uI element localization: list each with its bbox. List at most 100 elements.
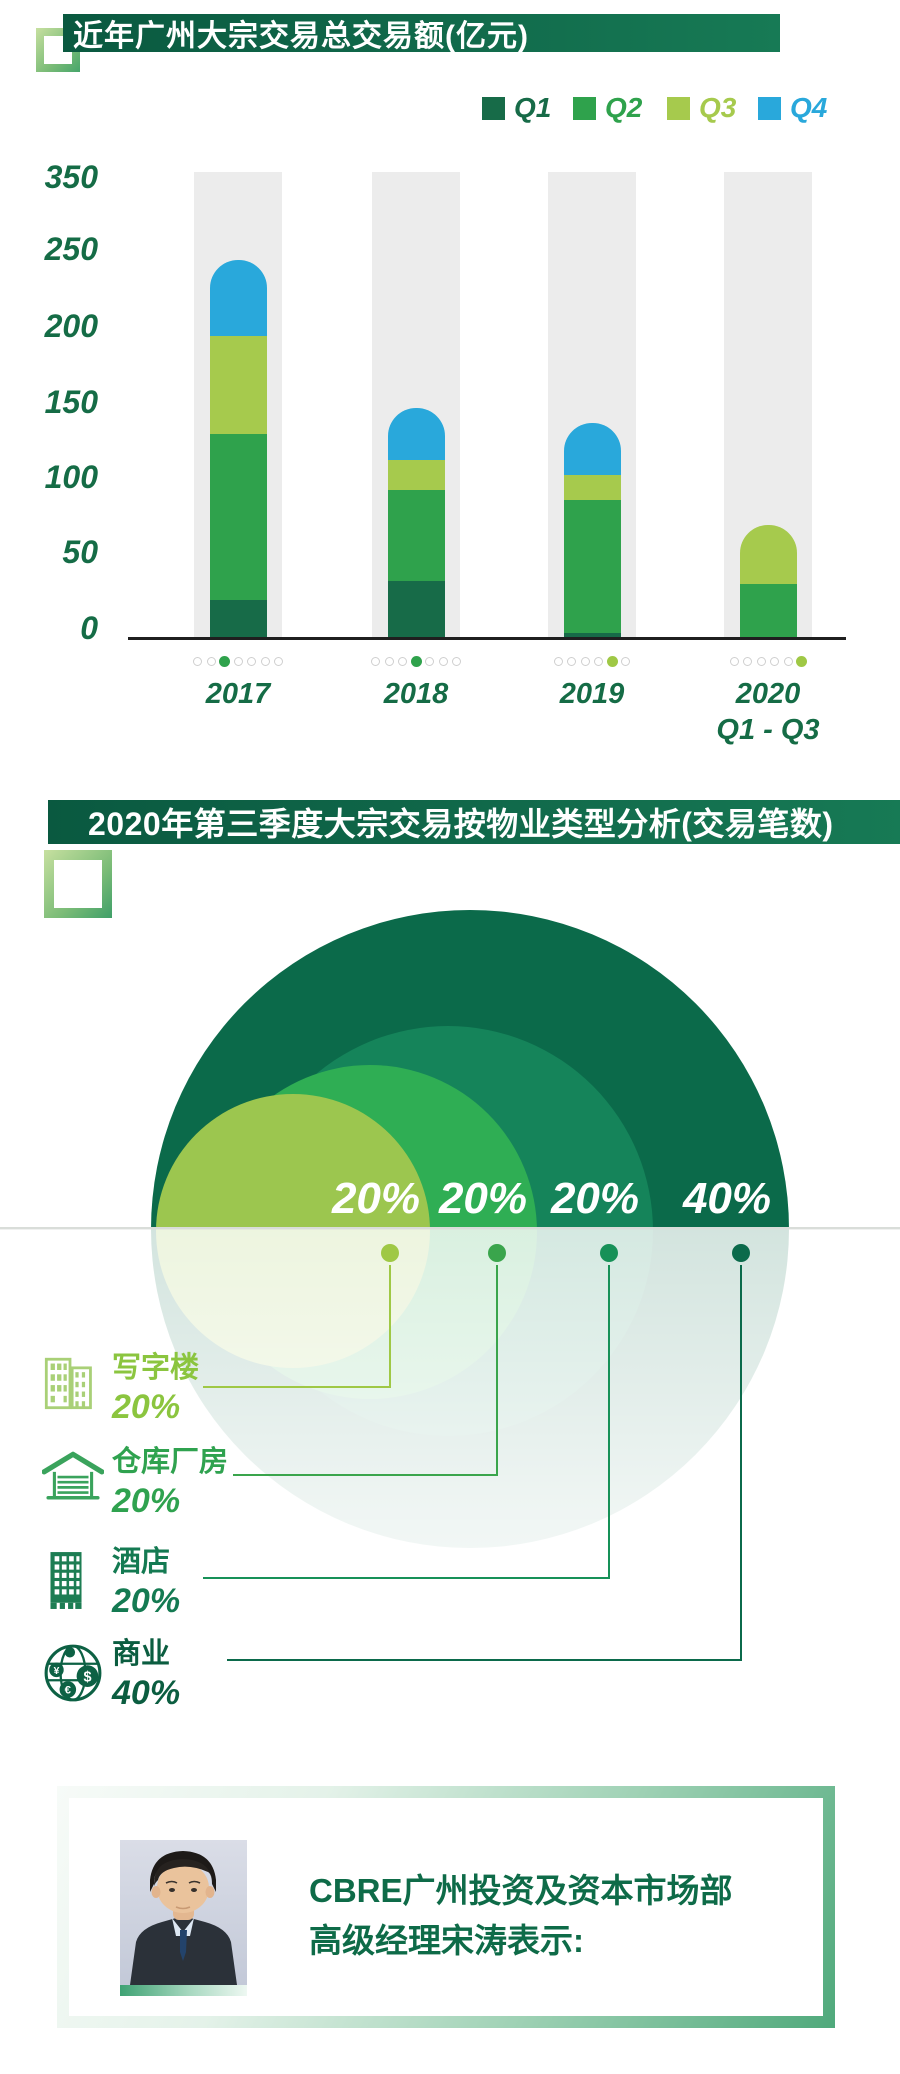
ring-legend-label: 酒店 [112, 1546, 171, 1578]
ring-pct-label-仓库厂房: 20% [438, 1174, 527, 1223]
marker-dot [594, 656, 604, 666]
ground-line [0, 1227, 900, 1230]
y-tick-350: 350 [44, 159, 98, 195]
y-tick-0: 0 [80, 610, 98, 646]
marker-dot [260, 656, 270, 666]
marker-dot-filled [219, 655, 230, 667]
marker-dot [567, 656, 577, 666]
marker-dot [452, 656, 461, 666]
ring-legend-hotel: 酒店 20% [42, 1546, 180, 1619]
svg-text:€: € [65, 1685, 72, 1697]
ring-pct-label-商业: 40% [682, 1174, 771, 1223]
commerce-globe-icon: $ ¥ € [42, 1642, 104, 1709]
legend-label: Q3 [699, 92, 737, 123]
bar-segment-2018-Q1 [387, 580, 445, 638]
legend-label: Q4 [790, 92, 828, 123]
legend-label: Q1 [514, 92, 552, 123]
y-tick-100: 100 [44, 459, 98, 495]
bar-segment-2018-Q4 [387, 408, 445, 460]
legend-item-q4: Q4 [758, 92, 827, 124]
ring-connector-仓库厂房 [233, 1265, 498, 1476]
ring-chart: 20% 20% 20% 40% [0, 910, 900, 1720]
bar-segment-2019-Q3 [563, 474, 621, 501]
bar-segment-2020-Q3 [739, 524, 797, 584]
marker-dot [770, 656, 780, 666]
legend-item-q1: Q1 [482, 92, 551, 124]
marker-dot [438, 656, 448, 666]
x-axis-line [128, 637, 846, 640]
legend-swatch [482, 96, 505, 120]
marker-dot [783, 656, 793, 666]
ring-connector-酒店 [203, 1265, 610, 1579]
marker-dot [398, 656, 407, 666]
svg-text:$: $ [83, 1669, 91, 1685]
marker-dot [384, 656, 394, 666]
ring-legend-label: 仓库厂房 [112, 1446, 229, 1478]
svg-text:¥: ¥ [54, 1666, 60, 1677]
ring-legend-pct: 40% [112, 1674, 181, 1712]
marker-dot [233, 656, 243, 666]
bar-segment-2019-Q2 [563, 500, 621, 634]
y-tick-200: 200 [44, 308, 98, 344]
bar-segment-2017-Q4 [209, 260, 267, 336]
legend-label: Q2 [605, 92, 643, 123]
section2-title: 2020年第三季度大宗交易按物业类型分析(交易笔数) [88, 806, 834, 842]
marker-dot [729, 656, 739, 666]
marker-dot [247, 656, 256, 666]
legend-swatch [573, 96, 596, 120]
photo-accent-bar [120, 1985, 247, 1996]
section2-title-banner: 2020年第三季度大宗交易按物业类型分析(交易笔数) [48, 800, 900, 844]
quote-card: CBRE广州投资及资本市场部 高级经理宋涛表示: [57, 1786, 835, 2028]
ring-legend-warehouse: 仓库厂房 20% [41, 1446, 229, 1519]
bar-segment-2019-Q4 [563, 423, 621, 475]
section1-title: 近年广州大宗交易总交易额(亿元) [73, 20, 529, 53]
marker-dot [580, 656, 590, 666]
bar-segment-2018-Q3 [387, 459, 445, 490]
x-sublabel-2020: Q1 - Q3 [716, 714, 820, 746]
marker-dot [206, 656, 216, 666]
quote-text: CBRE广州投资及资本市场部 高级经理宋涛表示: [309, 1866, 733, 1966]
legend-swatch [758, 96, 781, 120]
ring-legend-label: 商业 [112, 1638, 171, 1670]
ring-dot-酒店 [600, 1244, 618, 1262]
bar-segment-2020-Q2 [739, 583, 797, 638]
legend-item-q3: Q3 [667, 92, 736, 124]
marker-dot [621, 656, 631, 666]
hotel-icon [42, 1550, 90, 1615]
ring-legend-pct: 20% [112, 1388, 181, 1426]
quote-line-2: 高级经理宋涛表示: [309, 1922, 584, 1959]
marker-dot-filled [796, 655, 808, 667]
ring-legend-office: 写字楼 20% [42, 1352, 199, 1425]
ring-pct-label-写字楼: 20% [331, 1174, 420, 1223]
marker-dot [743, 656, 753, 666]
marker-dot [756, 656, 766, 666]
decor-square-mid [44, 850, 112, 918]
y-tick-250: 250 [44, 231, 98, 267]
marker-dot-filled [410, 655, 422, 667]
bar-segment-2019-Q1 [563, 633, 621, 638]
section1-title-banner: 近年广州大宗交易总交易额(亿元) [63, 14, 780, 53]
marker-dot [371, 656, 380, 666]
legend-item-q2: Q2 [573, 92, 642, 124]
ring-legend-pct: 20% [112, 1582, 181, 1620]
x-label-2018: 2018 [383, 678, 449, 710]
ring-pct-label-酒店: 20% [550, 1174, 639, 1223]
warehouse-icon [41, 1450, 105, 1507]
x-label-2019: 2019 [559, 678, 625, 710]
y-tick-50: 50 [62, 534, 98, 570]
marker-dot [274, 656, 283, 666]
speaker-photo [120, 1840, 247, 1985]
legend-swatch [667, 96, 690, 120]
marker-dot [553, 656, 563, 666]
x-label-2020: 2020 [735, 678, 801, 710]
marker-dot-filled [606, 655, 618, 667]
ring-dot-仓库厂房 [488, 1244, 506, 1262]
bar-segment-2018-Q2 [387, 489, 445, 581]
office-buildings-icon [42, 1356, 98, 1417]
ring-connector-写字楼 [203, 1265, 391, 1388]
marker-dot [193, 656, 202, 666]
ring-connector-商业 [227, 1265, 742, 1661]
x-label-2017: 2017 [205, 678, 271, 710]
quote-card-inner: CBRE广州投资及资本市场部 高级经理宋涛表示: [69, 1798, 823, 2016]
